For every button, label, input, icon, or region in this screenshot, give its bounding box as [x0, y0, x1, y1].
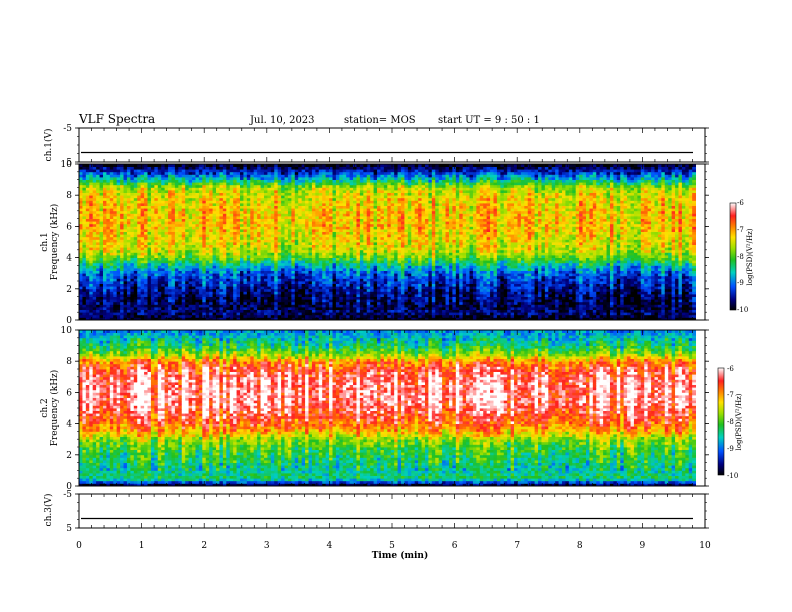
sp2-cb-tick: -7 [727, 391, 734, 399]
xtick-label: 0 [76, 541, 82, 551]
sp1-cb-tick: -10 [737, 306, 748, 314]
ch2-spectrogram-image [79, 330, 705, 486]
xaxis-label: Time (min) [372, 550, 429, 561]
ch2-spectrogram-ytick-label: 2 [66, 451, 72, 461]
sp1-channel-label: ch.1 [40, 232, 50, 251]
ch1-spectrogram-ytick-label: 4 [66, 254, 72, 264]
sp1-colorbar-ramp [730, 203, 736, 310]
xtick-label: 4 [327, 541, 333, 551]
ch2-spectrogram-ytick-label: 8 [66, 357, 72, 367]
vlf-spectra-figure: VLF Spectra Jul. 10, 2023 station= MOS s… [0, 0, 792, 612]
sp2-colorbar-label: log(PSD)(V²/Hz) [735, 393, 743, 450]
ch1-ylabel: ch.1(V) [43, 129, 54, 162]
ch2-spectrogram-ytick-label: 6 [66, 388, 72, 398]
sp2-channel-label: ch.2 [40, 398, 50, 417]
ch3-waveform-frame [79, 494, 705, 528]
xtick-label: 10 [699, 541, 711, 551]
ch1-spectrogram-ytick-label: 2 [66, 285, 72, 295]
xtick-label: 2 [201, 541, 207, 551]
sp2-ylabel: Frequency (kHz) [49, 370, 60, 447]
xtick-label: 9 [640, 541, 646, 551]
sp2-cb-tick: -10 [727, 472, 738, 480]
sp2-cb-tick: -6 [727, 365, 734, 373]
sp1-cb-tick: -8 [737, 253, 744, 261]
start-time-label: start UT = 9 : 50 : 1 [438, 115, 540, 126]
date-label: Jul. 10, 2023 [249, 115, 315, 126]
sp1-colorbar: -6 -7 -8 -9 -10 log(PSD)(V²/Hz) [730, 199, 754, 314]
ch1-waveform-ytick-label: -5 [63, 124, 72, 134]
sp1-ylabel: Frequency (kHz) [49, 204, 60, 281]
sp2-cb-tick: -9 [727, 445, 734, 453]
sp2-colorbar-ramp [718, 368, 724, 475]
ch2-spectrogram-ytick-label: 4 [66, 420, 72, 430]
sp2-colorbar: -6 -7 -8 -9 -10 log(PSD)(V²/Hz) [718, 365, 743, 480]
ch1-waveform-panel: 5-5 [63, 124, 709, 168]
ch3-waveform-panel: 5 -5 [63, 490, 709, 534]
ch1-spectrogram-ytick-label: 0 [66, 316, 72, 326]
ch2-spectrogram-ytick-label: 10 [61, 326, 73, 336]
xtick-label: 5 [389, 541, 395, 551]
xtick-label: 3 [264, 541, 270, 551]
ch1-spectrogram-panel: 0 2 4 6 8 10 [61, 160, 709, 326]
figure-title: VLF Spectra [78, 112, 155, 126]
sp2-cb-tick: -8 [727, 418, 734, 426]
sp1-cb-tick: -9 [737, 279, 744, 287]
ch1-spectrogram-ytick-label: 6 [66, 222, 72, 232]
ch1-spectrogram-image [79, 164, 705, 320]
xtick-label: 8 [577, 541, 583, 551]
ch3-waveform-ytick-label: 5 [66, 524, 72, 534]
sp1-cb-tick: -6 [737, 199, 744, 207]
ch1-waveform-frame [79, 128, 705, 162]
sp1-cb-tick: -7 [737, 226, 744, 234]
xtick-label: 7 [514, 541, 520, 551]
station-label: station= MOS [344, 115, 416, 126]
sp1-colorbar-label: log(PSD)(V²/Hz) [746, 228, 754, 285]
ch1-spectrogram-ytick-label: 8 [66, 191, 72, 201]
ch3-waveform-ytick-label: -5 [63, 490, 72, 500]
ch1-spectrogram-ytick-label: 10 [61, 160, 73, 170]
xtick-label: 6 [452, 541, 458, 551]
xaxis-ticks: 0 1 2 3 4 5 6 7 8 9 10 [76, 541, 711, 551]
xtick-label: 1 [139, 541, 145, 551]
ch3-ylabel: ch.3(V) [43, 494, 54, 527]
